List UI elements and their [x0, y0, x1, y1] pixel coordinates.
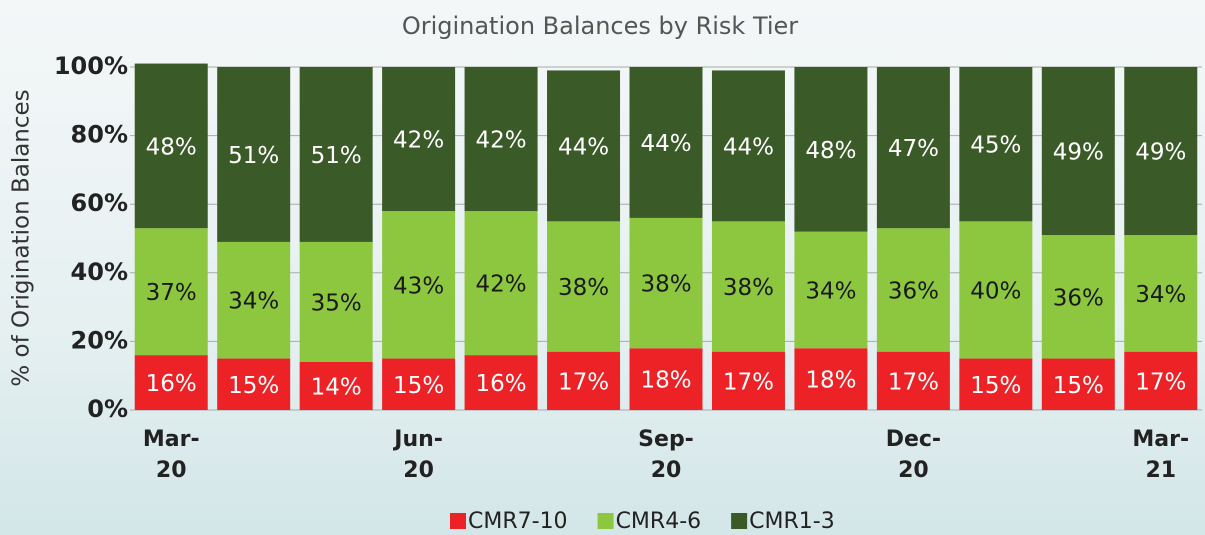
data-label: 44% — [640, 131, 691, 157]
legend-swatch — [598, 513, 614, 529]
data-label: 17% — [558, 369, 609, 395]
data-label: 49% — [1135, 140, 1186, 166]
data-label: 51% — [228, 143, 279, 169]
data-label: 44% — [558, 134, 609, 160]
data-label: 48% — [805, 138, 856, 164]
legend-swatch — [450, 513, 466, 529]
y-tick-label: 100% — [54, 52, 128, 80]
data-label: 17% — [1135, 369, 1186, 395]
data-label: 47% — [888, 136, 939, 162]
data-label: 16% — [146, 371, 197, 397]
y-tick-label: 0% — [87, 395, 128, 423]
y-tick-label: 60% — [71, 189, 128, 217]
x-tick-label: Sep- 20 — [621, 424, 711, 486]
data-label: 18% — [805, 368, 856, 394]
data-label: 38% — [558, 275, 609, 301]
data-label: 38% — [723, 275, 774, 301]
data-label: 36% — [1053, 285, 1104, 311]
data-label: 48% — [146, 134, 197, 160]
data-label: 15% — [970, 373, 1021, 399]
data-label: 43% — [393, 273, 444, 299]
data-label: 34% — [228, 289, 279, 315]
data-label: 15% — [228, 373, 279, 399]
data-label: 34% — [1135, 282, 1186, 308]
data-label: 16% — [476, 371, 527, 397]
chart-container: Origination Balances by Risk Tier % of O… — [0, 0, 1205, 535]
y-tick-label: 20% — [71, 326, 128, 354]
data-label: 42% — [476, 128, 527, 154]
legend-label: CMR1-3 — [749, 509, 835, 534]
data-label: 14% — [311, 374, 362, 400]
x-tick-label: Mar- 21 — [1116, 424, 1205, 486]
data-label: 45% — [970, 133, 1021, 159]
data-label: 49% — [1053, 140, 1104, 166]
y-tick-label: 80% — [71, 121, 128, 149]
y-tick-label: 40% — [71, 258, 128, 286]
data-label: 17% — [888, 369, 939, 395]
data-label: 36% — [888, 278, 939, 304]
data-label: 40% — [970, 278, 1021, 304]
data-label: 42% — [393, 128, 444, 154]
data-label: 44% — [723, 134, 774, 160]
legend-label: CMR4-6 — [616, 509, 702, 534]
x-tick-label: Mar- 20 — [126, 424, 216, 486]
data-label: 51% — [311, 143, 362, 169]
data-label: 18% — [640, 368, 691, 394]
chart-title: Origination Balances by Risk Tier — [402, 12, 798, 40]
data-label: 38% — [640, 272, 691, 298]
x-tick-label: Jun- 20 — [374, 424, 464, 486]
data-label: 42% — [476, 272, 527, 298]
legend-swatch — [731, 513, 747, 529]
x-tick-label: Dec- 20 — [868, 424, 958, 486]
data-label: 17% — [723, 369, 774, 395]
data-label: 15% — [393, 373, 444, 399]
data-label: 35% — [311, 290, 362, 316]
legend-label: CMR7-10 — [468, 509, 568, 534]
y-axis-label: % of Origination Balances — [9, 89, 35, 386]
data-label: 34% — [805, 278, 856, 304]
data-label: 15% — [1053, 373, 1104, 399]
data-label: 37% — [146, 280, 197, 306]
